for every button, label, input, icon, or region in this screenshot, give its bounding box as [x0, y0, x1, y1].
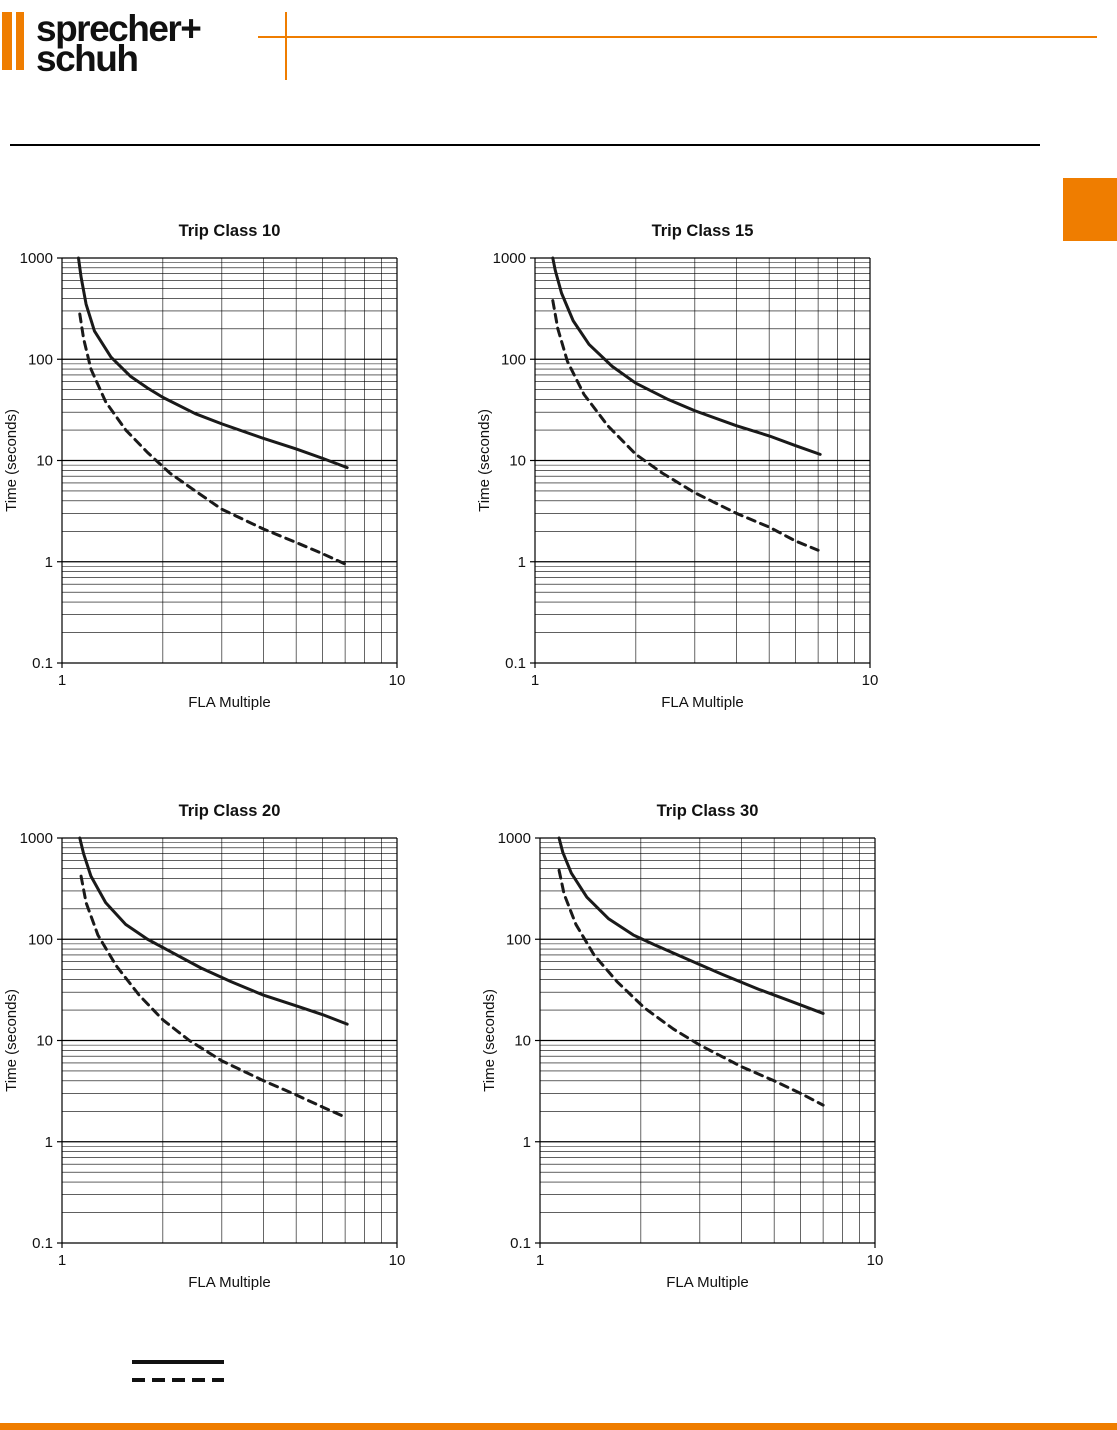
svg-text:1: 1: [45, 554, 53, 571]
chart-title: Trip Class 20: [178, 802, 281, 820]
brand-line2: schuh: [36, 38, 139, 80]
chart-trip-class-20: Trip Class 20 Time (seconds) 1000 100 10 1 0…: [0, 792, 440, 1312]
brand-bar-icon: [16, 12, 24, 70]
legend-dashed-line: [132, 1378, 224, 1382]
svg-text:10: 10: [514, 1033, 531, 1050]
header-orange-vline: [285, 12, 287, 80]
legend-solid-line: [132, 1360, 224, 1364]
svg-text:100: 100: [501, 351, 526, 368]
svg-text:10: 10: [509, 453, 526, 470]
chart-plot: 1000 100 10 1 0.1 1 10: [493, 250, 879, 689]
svg-text:0.1: 0.1: [32, 1235, 53, 1252]
svg-text:1000: 1000: [20, 250, 53, 267]
page-side-tab: [1063, 178, 1117, 241]
brand-text: sprecher+ schuh: [36, 8, 202, 80]
chart-trip-class-15: Trip Class 15 Time (seconds) 1000 100 10 1 0…: [473, 212, 913, 732]
chart-trip-class-10: Trip Class 10 Time (seconds) 1000 100 10 1 0…: [0, 212, 440, 732]
svg-text:1000: 1000: [498, 830, 531, 847]
svg-text:0.1: 0.1: [510, 1235, 531, 1252]
svg-text:1: 1: [518, 554, 526, 571]
x-axis-label: FLA Multiple: [661, 694, 744, 711]
brand-logo: sprecher+ schuh: [2, 8, 202, 80]
chart-title: Trip Class 10: [178, 222, 281, 240]
svg-text:1: 1: [531, 672, 539, 689]
svg-text:1000: 1000: [20, 830, 53, 847]
footer-orange-bar: [0, 1423, 1117, 1430]
svg-text:10: 10: [389, 1252, 406, 1269]
legend: [132, 1360, 224, 1382]
svg-text:10: 10: [867, 1252, 884, 1269]
svg-text:0.1: 0.1: [32, 655, 53, 672]
header-orange-hline: [258, 36, 1097, 38]
brand-bar-icon: [2, 12, 12, 70]
chart-plot: 1000 100 10 1 0.1 1 10: [20, 830, 406, 1269]
chart-title: Trip Class 30: [656, 802, 759, 820]
chart-trip-class-30: Trip Class 30 Time (seconds) 1000 100 10 1 0…: [478, 792, 918, 1312]
chart-title: Trip Class 15: [651, 222, 754, 240]
svg-text:10: 10: [36, 453, 53, 470]
svg-text:100: 100: [28, 351, 53, 368]
svg-text:1: 1: [523, 1134, 531, 1151]
x-axis-label: FLA Multiple: [188, 694, 271, 711]
svg-text:1: 1: [58, 672, 66, 689]
svg-text:100: 100: [28, 931, 53, 948]
svg-text:0.1: 0.1: [505, 655, 526, 672]
chart-plot: 1000 100 10 1 0.1 1 10: [20, 250, 406, 689]
svg-text:1: 1: [45, 1134, 53, 1151]
svg-text:1: 1: [58, 1252, 66, 1269]
header-divider: [10, 144, 1040, 146]
x-axis-label: FLA Multiple: [188, 1274, 271, 1291]
svg-text:10: 10: [389, 672, 406, 689]
x-axis-label: FLA Multiple: [666, 1274, 749, 1291]
svg-text:1: 1: [536, 1252, 544, 1269]
chart-plot: 1000 100 10 1 0.1 1 10: [498, 830, 884, 1269]
svg-text:1000: 1000: [493, 250, 526, 267]
svg-text:10: 10: [36, 1033, 53, 1050]
svg-text:100: 100: [506, 931, 531, 948]
svg-text:10: 10: [862, 672, 879, 689]
brand-line1: sprecher+: [36, 8, 202, 49]
